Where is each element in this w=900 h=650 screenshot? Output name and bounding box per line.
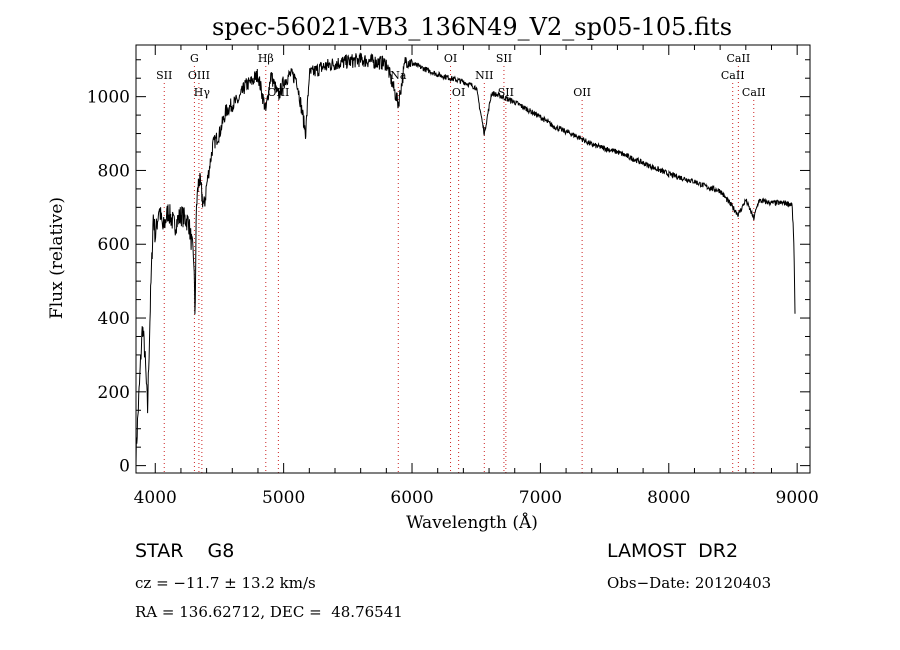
line-label-14: CaII — [721, 69, 745, 82]
redshift-readout: cz = −11.7 ± 13.2 km/s — [135, 574, 316, 592]
line-label-3: Hγ — [194, 86, 211, 99]
spectrum-line — [135, 52, 796, 466]
x-tick-label-2: 6000 — [390, 488, 433, 508]
object-class: STAR G8 — [135, 540, 235, 562]
y-tick-label-1: 200 — [98, 383, 130, 403]
y-tick-label-2: 400 — [98, 309, 130, 329]
x-tick-label-5: 9000 — [776, 488, 819, 508]
axes: 4000 5000 6000 7000 8000 9000 0 200 400 600 800 100… — [87, 44, 819, 508]
y-axis-label: Flux (relative) — [47, 197, 67, 319]
line-label-10: SII — [496, 52, 512, 65]
observation-date: Obs−Date: 20120403 — [607, 574, 772, 592]
x-tick-label-0: 4000 — [134, 488, 177, 508]
line-label-15: CaII — [742, 86, 766, 99]
line-label-11: SII — [498, 86, 514, 99]
line-label-9: NII — [475, 69, 493, 82]
x-tick-label-3: 7000 — [519, 488, 562, 508]
line-label-4: Hβ — [258, 52, 274, 65]
x-tick-label-1: 5000 — [262, 488, 305, 508]
y-tick-label-3: 600 — [98, 235, 130, 255]
line-label-2: OIII — [188, 69, 210, 82]
line-label-6: Na — [390, 69, 407, 82]
plot-frame — [135, 44, 811, 474]
y-tick-label-4: 800 — [98, 161, 130, 181]
line-label-7: OI — [444, 52, 457, 65]
line-label-8: OI — [452, 86, 465, 99]
coordinates-readout: RA = 136.62712, DEC = 48.76541 — [135, 603, 403, 621]
x-tick-label-4: 8000 — [647, 488, 690, 508]
line-label-1: G — [190, 52, 199, 65]
line-label-12: OII — [573, 86, 591, 99]
line-label-0: SII — [156, 69, 172, 82]
y-tick-label-0: 0 — [119, 457, 130, 477]
line-label-13: CaII — [727, 52, 751, 65]
survey-name: LAMOST DR2 — [607, 540, 739, 562]
chart-title: spec-56021-VB3_136N49_V2_sp05-105.fits — [212, 13, 732, 41]
x-axis-label: Wavelength (Å) — [406, 512, 538, 533]
y-tick-label-5: 1000 — [87, 88, 130, 108]
